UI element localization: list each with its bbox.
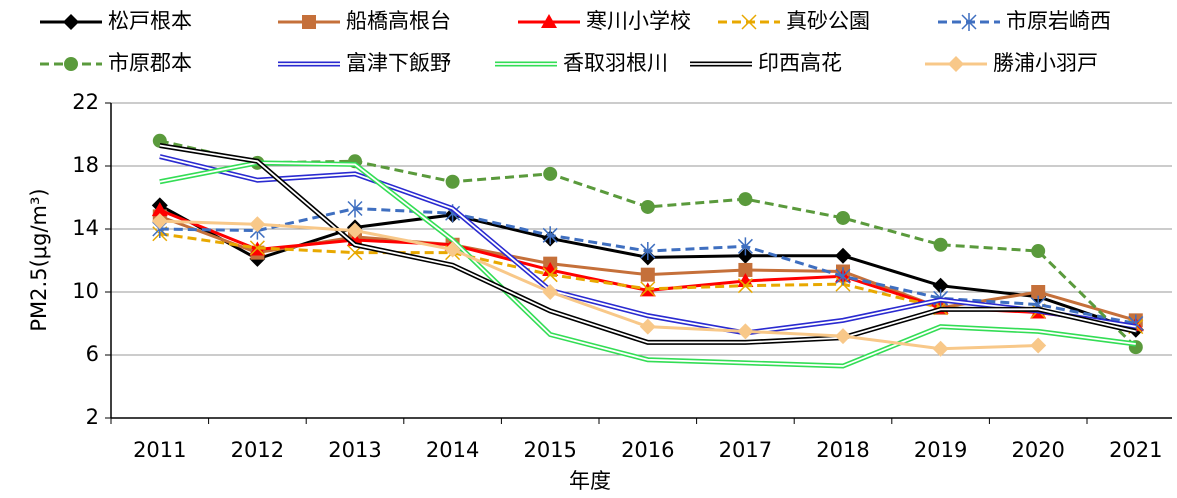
marker	[542, 284, 559, 300]
legend-label: 市原岩崎西	[1006, 9, 1111, 33]
marker	[1030, 337, 1047, 354]
marker	[639, 318, 656, 335]
marker	[738, 262, 753, 277]
marker	[347, 222, 363, 239]
marker	[737, 272, 754, 287]
marker	[640, 267, 655, 282]
marker	[835, 247, 851, 264]
series-line-inner	[159, 161, 1136, 367]
marker	[836, 210, 850, 225]
legend-marker	[64, 57, 78, 71]
y-tick-label: 14	[72, 216, 99, 240]
marker	[737, 323, 754, 340]
legend-label: 市原郡本	[108, 51, 192, 75]
legend-marker	[961, 13, 977, 31]
x-tick-label: 2021	[1109, 438, 1162, 462]
marker	[932, 277, 949, 294]
y-tick-label: 22	[72, 90, 99, 114]
marker	[151, 213, 168, 230]
legend-marker	[741, 14, 757, 30]
marker	[151, 202, 168, 217]
x-tick-label: 2017	[719, 438, 772, 462]
y-axis-label: PM2.5(μg/m³)	[27, 188, 51, 331]
legend-marker	[302, 15, 316, 29]
marker	[542, 267, 558, 283]
legend-label: 船橋高根台	[346, 9, 451, 33]
y-tick-label: 10	[72, 279, 99, 303]
legend-label: 松戸根本	[108, 9, 192, 33]
x-tick-label: 2012	[231, 438, 284, 462]
marker	[933, 237, 948, 252]
legend-marker	[541, 14, 557, 28]
legend-label: 勝浦小羽戸	[993, 51, 1098, 75]
marker	[738, 192, 753, 207]
series-line	[159, 219, 1039, 351]
x-tick-label: 2011	[133, 438, 186, 462]
y-tick-label: 2	[86, 405, 99, 429]
legend-label: 富津下飯野	[346, 51, 451, 75]
x-tick-label: 2019	[914, 438, 967, 462]
marker	[542, 261, 559, 276]
x-axis-label: 年度	[569, 469, 611, 493]
marker	[249, 240, 265, 256]
marker	[445, 174, 460, 189]
marker	[737, 237, 753, 256]
legend-label: 寒川小学校	[586, 9, 691, 33]
marker	[835, 328, 851, 345]
x-tick-label: 2016	[621, 438, 674, 462]
x-tick-label: 2013	[328, 438, 381, 462]
x-tick-label: 2014	[426, 438, 479, 462]
marker	[444, 241, 461, 258]
legend-label: 真砂公園	[786, 9, 870, 33]
marker	[932, 340, 949, 357]
marker	[249, 216, 266, 233]
y-tick-label: 6	[86, 342, 99, 366]
x-tick-label: 2020	[1011, 438, 1064, 462]
marker	[640, 199, 655, 214]
marker	[542, 226, 558, 245]
marker	[1031, 285, 1046, 299]
series-line-inner	[159, 144, 1136, 344]
legend-marker	[63, 14, 79, 30]
marker	[543, 166, 558, 181]
marker	[347, 199, 363, 218]
legend-marker	[948, 56, 964, 72]
marker	[640, 281, 656, 297]
legend-label: 香取羽根川	[563, 51, 668, 75]
marker	[835, 267, 851, 286]
x-tick-label: 2015	[523, 438, 576, 462]
marker	[737, 247, 754, 264]
marker	[1031, 244, 1046, 259]
x-tick-label: 2018	[816, 438, 869, 462]
legend-label: 印西高花	[758, 51, 842, 75]
series-line-inner	[159, 155, 1136, 334]
marker	[737, 278, 753, 294]
y-tick-label: 18	[72, 153, 99, 177]
marker	[640, 242, 656, 261]
